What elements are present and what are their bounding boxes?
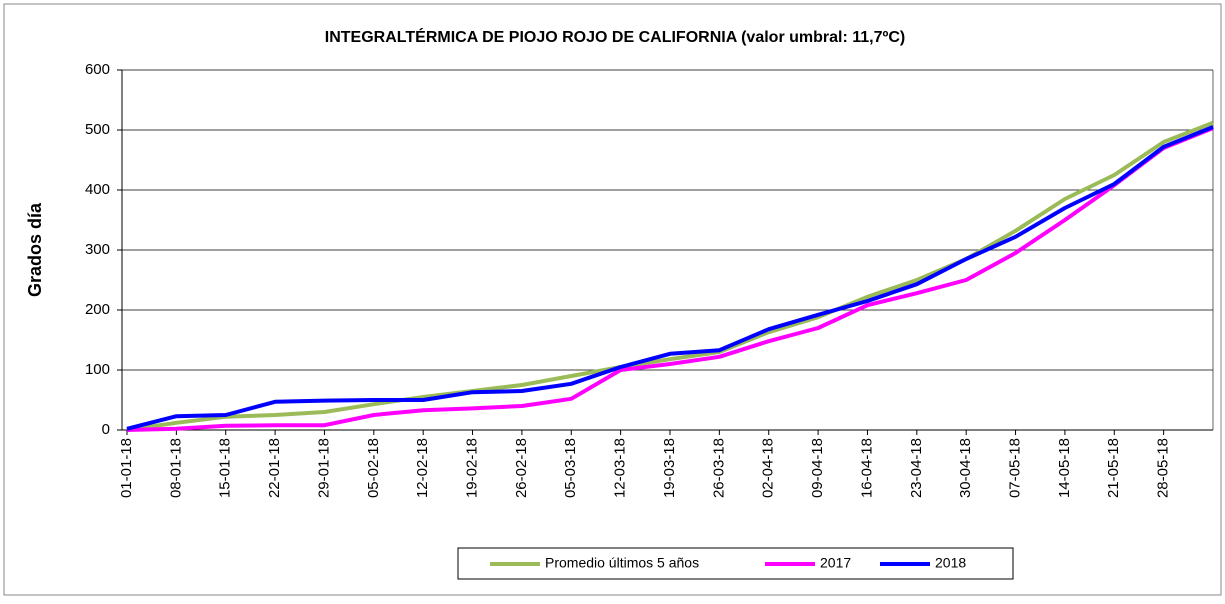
x-tick-label: 21-05-18 [1105, 438, 1122, 498]
x-tick-label: 16-04-18 [858, 438, 875, 498]
y-tick-label: 100 [85, 361, 110, 378]
series-line [126, 125, 1214, 431]
x-tick-label: 23-04-18 [908, 438, 925, 498]
y-tick-label: 200 [85, 301, 110, 318]
y-axis-label: Grados día [25, 202, 45, 297]
x-tick-label: 15-01-18 [217, 438, 234, 498]
x-tick-label: 29-01-18 [315, 438, 332, 498]
x-tick-label: 28-05-18 [1155, 438, 1172, 498]
series-line [126, 120, 1214, 432]
legend-label: Promedio últimos 5 años [545, 555, 699, 571]
chart-frame [3, 3, 1222, 596]
x-tick-label: 14-05-18 [1056, 438, 1073, 498]
x-tick-label: 09-04-18 [809, 438, 826, 498]
y-tick-label: 0 [102, 421, 110, 438]
legend-label: 2018 [935, 555, 966, 571]
x-tick-label: 19-02-18 [464, 438, 481, 498]
x-tick-label: 22-01-18 [266, 438, 283, 498]
chart-title: INTEGRALTÉRMICA DE PIOJO ROJO DE CALIFOR… [325, 27, 905, 46]
x-tick-label: 19-03-18 [661, 438, 678, 498]
x-tick-label: 08-01-18 [167, 438, 184, 498]
y-tick-label: 300 [85, 241, 110, 258]
y-tick-label: 600 [85, 61, 110, 78]
x-tick-label: 26-03-18 [710, 438, 727, 498]
x-tick-label: 26-02-18 [513, 438, 530, 498]
x-tick-label: 02-04-18 [760, 438, 777, 498]
x-tick-label: 05-03-18 [562, 438, 579, 498]
y-tick-label: 400 [85, 181, 110, 198]
legend-label: 2017 [820, 555, 851, 571]
x-tick-label: 05-02-18 [365, 438, 382, 498]
series-line [126, 126, 1214, 432]
x-tick-label: 12-02-18 [414, 438, 431, 498]
x-tick-label: 07-05-18 [1007, 438, 1024, 498]
x-tick-label: 01-01-18 [118, 438, 135, 498]
x-tick-label: 30-04-18 [957, 438, 974, 498]
y-tick-label: 500 [85, 121, 110, 138]
x-tick-label: 12-03-18 [612, 438, 629, 498]
